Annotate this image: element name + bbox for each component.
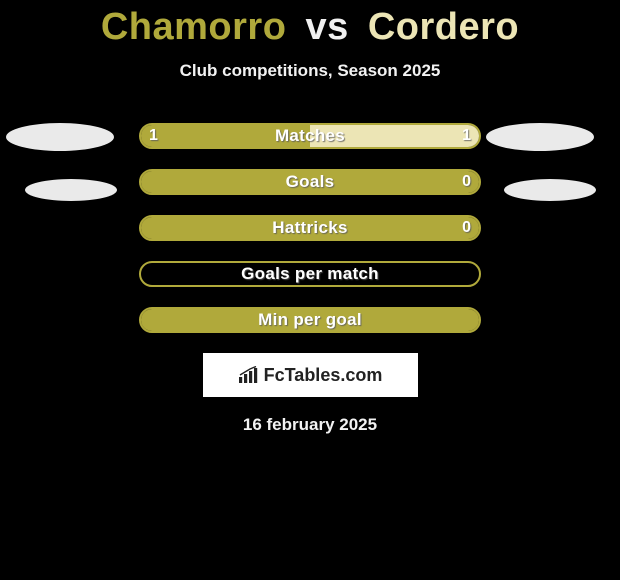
player1-shape — [25, 179, 117, 201]
player2-shape — [486, 123, 594, 151]
player1-shape — [6, 123, 114, 151]
comparison-rows: 11Matches 0Goals 0Hattricks Goals per match… — [0, 123, 620, 333]
stat-label: Min per goal — [139, 309, 481, 331]
stat-label: Hattricks — [139, 217, 481, 239]
title-player2: Cordero — [368, 6, 519, 48]
logo-box: FcTables.com — [203, 353, 418, 397]
stat-label: Goals per match — [139, 263, 481, 285]
logo-text: FcTables.com — [264, 365, 383, 386]
stat-row: Min per goal — [139, 307, 481, 333]
stat-label: Goals — [139, 171, 481, 193]
player2-shape — [504, 179, 596, 201]
logo: FcTables.com — [238, 365, 383, 386]
title-vs: vs — [306, 6, 349, 48]
subtitle: Club competitions, Season 2025 — [0, 61, 620, 81]
stat-row: 0Goals — [139, 169, 481, 195]
chart-icon — [238, 366, 260, 384]
stat-row: 11Matches — [139, 123, 481, 149]
date-label: 16 february 2025 — [0, 415, 620, 435]
stat-row: Goals per match — [139, 261, 481, 287]
stat-label: Matches — [139, 125, 481, 147]
page-title: Chamorro vs Cordero — [0, 0, 620, 49]
stat-row: 0Hattricks — [139, 215, 481, 241]
title-player1: Chamorro — [101, 6, 287, 48]
